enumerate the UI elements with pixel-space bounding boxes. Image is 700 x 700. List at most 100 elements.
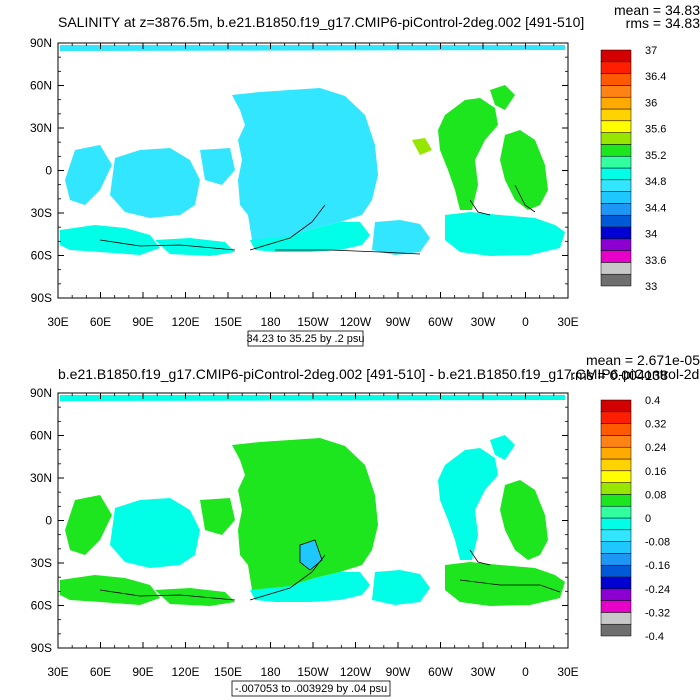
colorbar-swatch bbox=[600, 96, 632, 110]
pacific-south bbox=[250, 572, 370, 602]
colorbar-swatch bbox=[600, 411, 632, 424]
y-tick-label: 30N bbox=[30, 471, 52, 485]
contour-info: 34.23 to 35.25 by .2 psu bbox=[246, 333, 364, 345]
pacific-basin bbox=[232, 438, 378, 595]
chart-title: SALINITY at z=3876.5m, b.e21.B1850.f19_g… bbox=[58, 14, 584, 30]
colorbar-swatch bbox=[600, 155, 632, 169]
atlantic-northeast bbox=[490, 435, 515, 460]
x-tick-label: 150W bbox=[297, 665, 329, 679]
indian-ocean bbox=[110, 148, 200, 218]
x-tick-label: 150E bbox=[214, 315, 242, 329]
x-tick-label: 60E bbox=[90, 665, 111, 679]
x-tick-label: 150W bbox=[297, 315, 329, 329]
colorbar-swatch bbox=[600, 623, 632, 637]
colorbar-swatch bbox=[600, 73, 632, 86]
colorbar-swatch bbox=[600, 226, 632, 240]
colorbar-swatch bbox=[600, 108, 632, 122]
colorbar-swatch bbox=[600, 120, 632, 133]
colorbar-label: 34.4 bbox=[645, 202, 666, 214]
colorbar-swatch bbox=[600, 588, 632, 601]
atlantic-south bbox=[445, 212, 565, 256]
colorbar-swatch bbox=[600, 191, 632, 204]
x-tick-label: 0 bbox=[522, 665, 529, 679]
maritime-patch bbox=[200, 498, 235, 535]
y-tick-label: 0 bbox=[45, 164, 52, 178]
colorbar: 0.4 0.32 0.24 0.16 0.08 0 -0.08 -0.16 -0.24 -0.32… bbox=[600, 395, 670, 643]
mean-label: mean = 34.83 bbox=[614, 2, 700, 18]
x-tick-label: 30W bbox=[471, 315, 496, 329]
indian-ocean bbox=[110, 498, 200, 568]
colorbar-swatch bbox=[600, 273, 632, 287]
mean-label: mean = 2.671e-05 bbox=[586, 352, 700, 368]
colorbar-swatch bbox=[600, 612, 632, 625]
colorbar-label: -0.16 bbox=[645, 560, 670, 572]
western-indian bbox=[65, 145, 112, 205]
y-tick-label: 60N bbox=[30, 429, 52, 443]
colorbar-swatch bbox=[600, 470, 632, 483]
colorbar-swatch bbox=[600, 49, 632, 63]
colorbar-swatch bbox=[600, 132, 632, 145]
colorbar-label: 0.24 bbox=[645, 442, 666, 454]
x-axis-ticks: 30E 60E 90E 120E 150E 180 150W 120W 90W 60W 30W 0 30… bbox=[47, 393, 579, 679]
colorbar-swatch bbox=[600, 203, 632, 216]
y-axis-ticks: 90N 60N 30N 0 30S 60S 90S bbox=[30, 36, 568, 305]
y-tick-label: 90S bbox=[31, 291, 52, 305]
colorbar-label: 34 bbox=[645, 229, 657, 241]
x-tick-label: 90W bbox=[386, 315, 411, 329]
contour-info-box bbox=[231, 680, 391, 697]
salinity-panel: SALINITY at z=3876.5m, b.e21.B1850.f19_g… bbox=[30, 2, 700, 347]
colorbar-swatch bbox=[600, 179, 632, 192]
x-tick-label: 90W bbox=[386, 665, 411, 679]
colorbar-label: -0.24 bbox=[645, 584, 670, 596]
colorbar-swatch bbox=[600, 600, 632, 613]
colorbar-label: 34.8 bbox=[645, 176, 666, 188]
x-tick-label: 0 bbox=[522, 315, 529, 329]
difference-panel: b.e21.B1850.f19_g17.CMIP6-piControl-2deg… bbox=[30, 352, 700, 697]
y-tick-label: 60S bbox=[31, 249, 52, 263]
colorbar-swatch bbox=[600, 262, 632, 275]
colorbar-label: -0.32 bbox=[645, 607, 670, 619]
colorbar-swatch bbox=[600, 250, 632, 263]
atlantic-east bbox=[500, 480, 548, 560]
colorbar-swatch bbox=[600, 494, 632, 507]
colorbar-swatch bbox=[600, 446, 632, 460]
contour-info: -.007053 to .003929 by .04 psu bbox=[235, 683, 387, 695]
x-tick-label: 30E bbox=[557, 315, 578, 329]
y-tick-label: 60N bbox=[30, 79, 52, 93]
contour-lines bbox=[99, 184, 536, 255]
colorbar-swatch bbox=[600, 167, 632, 181]
y-axis-ticks: 90N 60N 30N 0 30S 60S 90S bbox=[30, 386, 568, 655]
colorbar-label: 0.4 bbox=[645, 395, 660, 407]
colorbar-swatch bbox=[600, 61, 632, 74]
contour-info-box bbox=[247, 330, 364, 347]
colorbar-swatch bbox=[600, 505, 632, 519]
colorbar-swatch bbox=[600, 423, 632, 436]
y-tick-label: 90S bbox=[31, 641, 52, 655]
colorbar-swatch bbox=[600, 458, 632, 472]
colorbar-swatch bbox=[600, 529, 632, 542]
x-tick-label: 180 bbox=[260, 315, 280, 329]
colorbar-label: -0.08 bbox=[645, 537, 670, 549]
x-tick-label: 120E bbox=[171, 665, 199, 679]
atlantic-northeast bbox=[490, 85, 515, 110]
y-tick-label: 0 bbox=[45, 514, 52, 528]
colorbar-label: 33.6 bbox=[645, 255, 666, 267]
atlantic-north bbox=[438, 448, 498, 560]
south-indian-2 bbox=[155, 588, 235, 606]
map-field bbox=[60, 45, 565, 256]
x-tick-label: 60W bbox=[428, 665, 453, 679]
negative-patch bbox=[300, 540, 322, 570]
colorbar-swatch bbox=[600, 576, 632, 590]
colorbar-label: -0.4 bbox=[645, 631, 664, 643]
colorbar-label: 35.6 bbox=[645, 124, 666, 136]
colorbar-swatch bbox=[600, 214, 632, 228]
x-tick-label: 90E bbox=[132, 315, 153, 329]
contour-lines bbox=[99, 539, 561, 601]
x-tick-label: 120W bbox=[340, 315, 372, 329]
colorbar-swatch bbox=[600, 517, 632, 531]
y-tick-label: 90N bbox=[30, 386, 52, 400]
colorbar-label: 33 bbox=[645, 281, 657, 293]
x-tick-label: 30E bbox=[557, 665, 578, 679]
x-tick-label: 60E bbox=[90, 315, 111, 329]
